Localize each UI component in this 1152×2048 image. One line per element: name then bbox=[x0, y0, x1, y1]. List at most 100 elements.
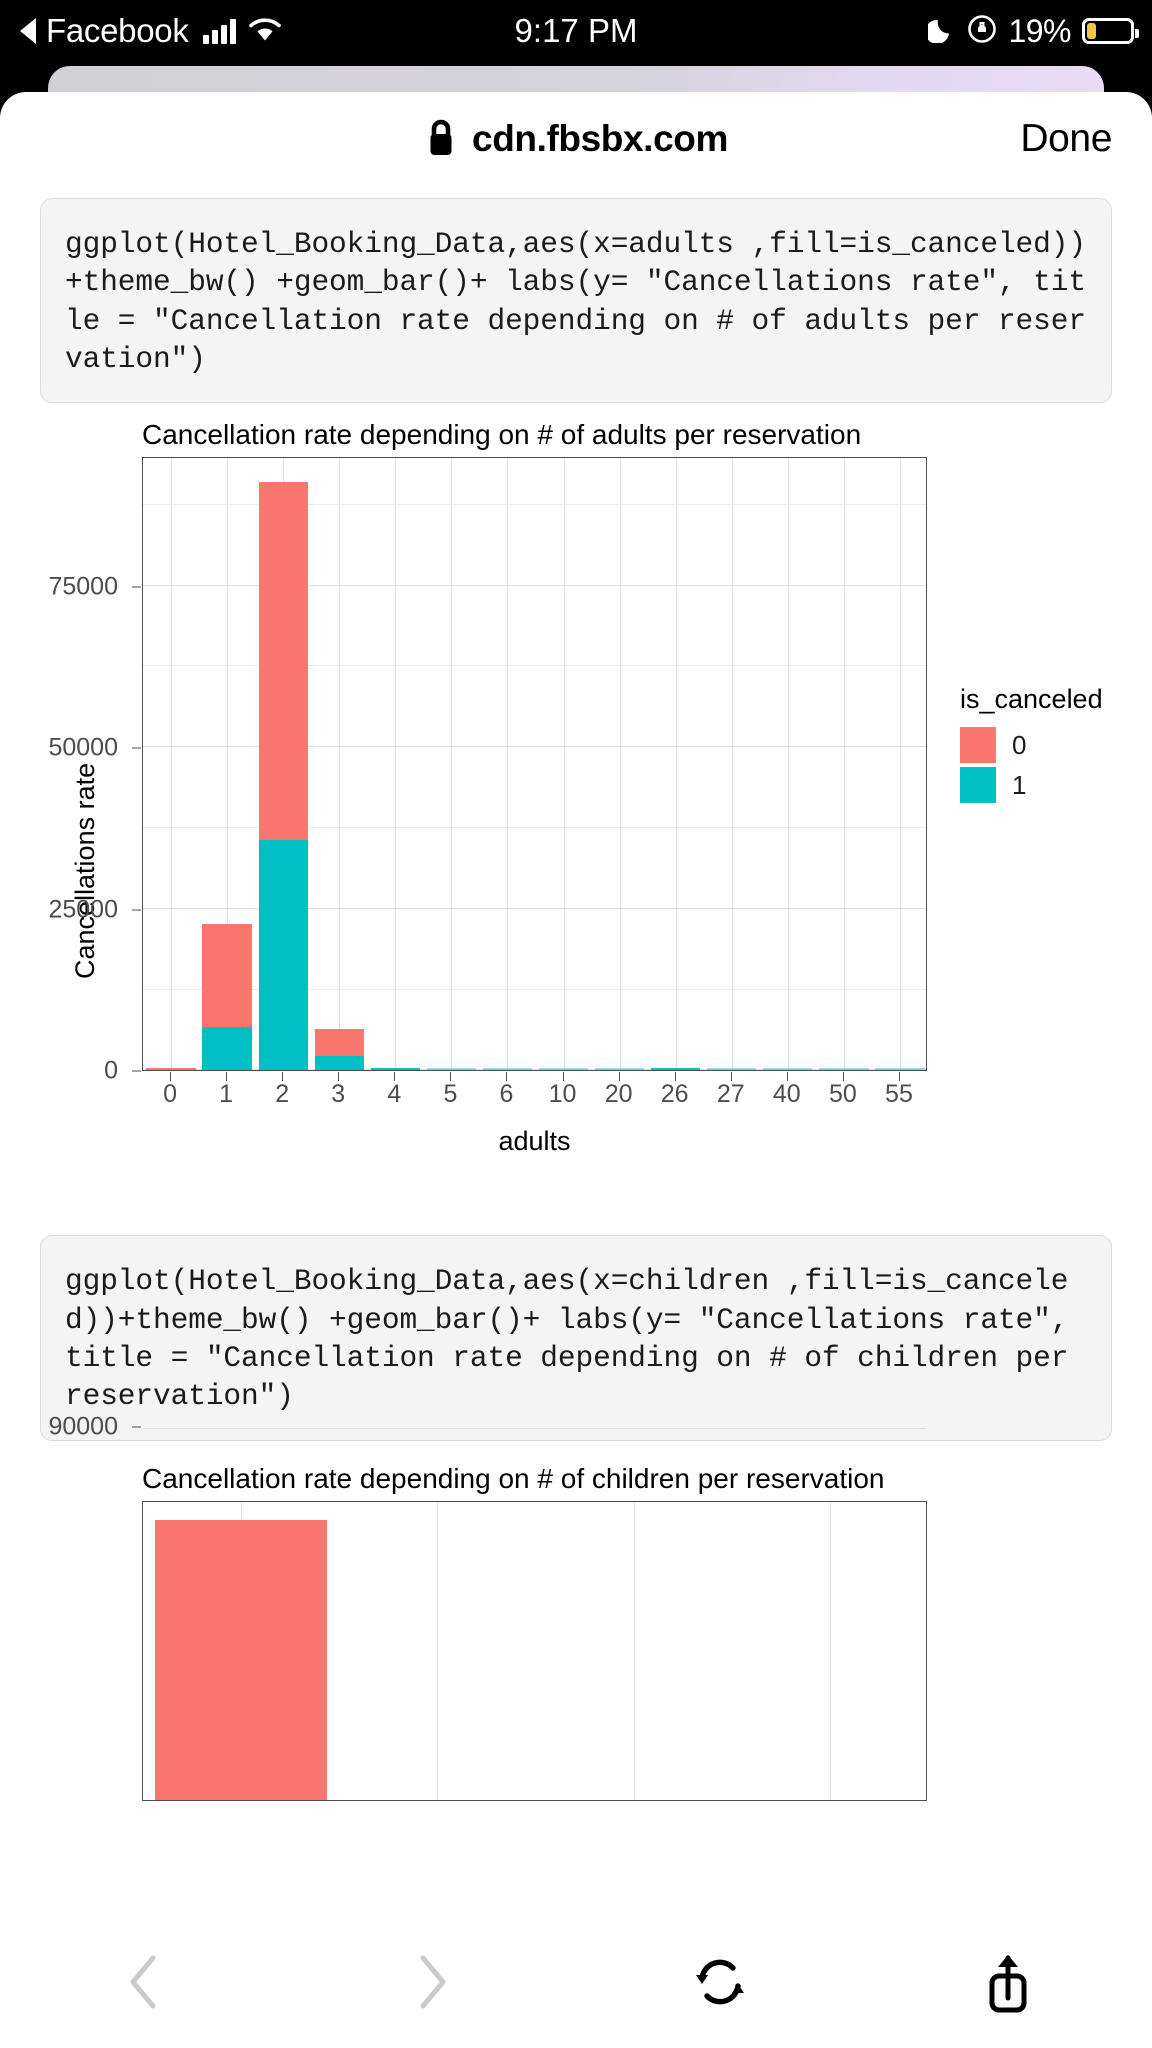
url-display[interactable]: cdn.fbsbx.com bbox=[424, 116, 728, 163]
x-tick-mark bbox=[898, 1072, 900, 1082]
bar-segment-canceled-1 bbox=[314, 1056, 364, 1071]
reload-button[interactable] bbox=[660, 1950, 780, 2014]
x-tick-mark bbox=[674, 1072, 676, 1082]
status-bar-left[interactable]: Facebook bbox=[20, 0, 282, 62]
bar-1 bbox=[202, 923, 252, 1071]
bar-segment-zero bbox=[819, 1068, 869, 1071]
x-tick-label: 4 bbox=[387, 1080, 402, 1109]
reload-icon[interactable] bbox=[688, 1950, 752, 2014]
grid-line-horizontal bbox=[143, 907, 926, 909]
x-tick-mark bbox=[618, 1072, 620, 1082]
forward-chevron-icon[interactable] bbox=[409, 1950, 455, 2014]
bar-segment-canceled-0 bbox=[314, 1029, 364, 1057]
x-tick-label: 50 bbox=[828, 1080, 857, 1109]
grid-line-horizontal bbox=[143, 746, 926, 748]
status-bar-back-app-label[interactable]: Facebook bbox=[46, 12, 189, 49]
bar-segment-zero bbox=[538, 1068, 589, 1071]
x-tick-mark bbox=[394, 1072, 396, 1082]
bar-3 bbox=[314, 1029, 364, 1071]
share-icon[interactable] bbox=[980, 1950, 1036, 2020]
bar-segment-canceled-1 bbox=[258, 840, 308, 1071]
grid-line-vertical bbox=[339, 458, 341, 1071]
x-tick-label: 55 bbox=[885, 1080, 913, 1109]
x-tick-mark bbox=[842, 1072, 844, 1082]
grid-line-vertical bbox=[437, 1501, 439, 1800]
bar-segment-canceled-1 bbox=[651, 1067, 701, 1071]
browser-nav-bar: cdn.fbsbx.com Done bbox=[0, 92, 1152, 186]
x-tick-label: 5 bbox=[443, 1080, 458, 1109]
bar-segment-canceled-0 bbox=[258, 482, 308, 841]
bar-27 bbox=[707, 1068, 757, 1071]
grid-line-horizontal bbox=[143, 584, 926, 586]
legend-swatch bbox=[960, 727, 996, 764]
x-tick-label: 3 bbox=[331, 1080, 346, 1109]
chart-adults-plot-area bbox=[142, 457, 927, 1072]
grid-line-horizontal-minor bbox=[143, 665, 926, 667]
lock-icon bbox=[424, 116, 458, 163]
grid-line-horizontal-minor bbox=[143, 988, 926, 990]
y-tick-label: 0 bbox=[104, 1056, 118, 1085]
ios-status-bar: Facebook 9:17 PM 19% bbox=[0, 0, 1152, 62]
status-bar-clock: 9:17 PM bbox=[514, 12, 638, 49]
bar-6 bbox=[482, 1068, 533, 1071]
bar-segment-zero bbox=[707, 1068, 757, 1071]
bar-segment-zero bbox=[482, 1068, 533, 1071]
legend-entry: 1 bbox=[960, 767, 1103, 804]
y-tick-label: 25000 bbox=[48, 895, 118, 924]
browser-toolbar bbox=[0, 1932, 1152, 2048]
bar-10 bbox=[538, 1068, 589, 1071]
x-tick-label: 20 bbox=[604, 1080, 633, 1109]
x-tick-label: 0 bbox=[163, 1080, 177, 1109]
chart-children-plot-area bbox=[142, 1428, 927, 1801]
bar-0 bbox=[146, 1067, 196, 1071]
grid-line-vertical bbox=[731, 458, 733, 1071]
x-tick-mark bbox=[450, 1072, 452, 1082]
grid-line-vertical bbox=[451, 458, 453, 1071]
grid-line-vertical bbox=[899, 458, 901, 1071]
grid-line-vertical bbox=[843, 458, 845, 1071]
grid-line-vertical bbox=[829, 1501, 831, 1800]
back-triangle-icon[interactable] bbox=[20, 18, 36, 44]
bar-segment-canceled-0 bbox=[202, 923, 252, 1028]
grid-line-vertical bbox=[619, 458, 621, 1071]
x-tick-mark bbox=[506, 1072, 508, 1082]
back-button[interactable] bbox=[84, 1950, 204, 2014]
legend-label: 0 bbox=[1012, 729, 1027, 760]
x-tick-label: 26 bbox=[660, 1080, 689, 1109]
page-content: ggplot(Hotel_Booking_Data,aes(x=adults ,… bbox=[0, 198, 1152, 1801]
bar-segment-zero bbox=[875, 1068, 925, 1071]
x-tick-mark bbox=[730, 1072, 732, 1082]
grid-line-vertical bbox=[227, 458, 229, 1071]
code-block-adults: ggplot(Hotel_Booking_Data,aes(x=adults ,… bbox=[40, 198, 1112, 404]
bar-40 bbox=[763, 1068, 813, 1071]
bar-2 bbox=[258, 482, 308, 1071]
bar-5 bbox=[426, 1068, 477, 1071]
chart-adults: Cancellation rate depending on # of adul… bbox=[0, 419, 1152, 1209]
x-tick-mark bbox=[282, 1072, 284, 1082]
cellular-signal-icon bbox=[202, 18, 236, 44]
back-chevron-icon[interactable] bbox=[121, 1950, 167, 2014]
legend-swatch bbox=[960, 767, 996, 804]
browser-sheet: cdn.fbsbx.com Done ggplot(Hotel_Booking_… bbox=[0, 92, 1152, 2048]
moon-icon bbox=[925, 15, 956, 48]
share-button[interactable] bbox=[948, 1950, 1068, 2020]
orientation-lock-icon bbox=[967, 14, 997, 49]
x-tick-label: 10 bbox=[548, 1080, 577, 1109]
bar-20 bbox=[594, 1068, 645, 1071]
chart-children: Cancellation rate depending on # of chil… bbox=[0, 1413, 1152, 1801]
grid-line-vertical bbox=[507, 458, 509, 1071]
x-tick-label: 1 bbox=[219, 1080, 234, 1109]
status-bar-right: 19% bbox=[925, 0, 1139, 62]
legend-entry: 0 bbox=[960, 727, 1103, 764]
y-tick-mark bbox=[132, 747, 141, 749]
done-button[interactable]: Done bbox=[1020, 117, 1112, 160]
grid-line-vertical bbox=[171, 458, 173, 1071]
y-tick-label: 75000 bbox=[48, 572, 118, 601]
x-tick-label: 40 bbox=[772, 1080, 801, 1109]
wifi-icon bbox=[248, 16, 282, 47]
forward-button[interactable] bbox=[372, 1950, 492, 2014]
grid-line-horizontal bbox=[143, 1428, 926, 1430]
grid-line-horizontal bbox=[143, 1069, 926, 1071]
grid-line-vertical bbox=[563, 458, 565, 1071]
bar-segment-canceled-1 bbox=[202, 1027, 252, 1071]
